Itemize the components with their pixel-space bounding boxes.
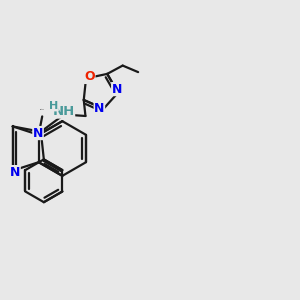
Text: N: N <box>33 127 43 140</box>
Text: H: H <box>49 101 58 111</box>
Text: N: N <box>94 102 105 115</box>
Text: methyl: methyl <box>40 109 45 110</box>
Text: N: N <box>112 82 122 96</box>
Text: NH: NH <box>52 105 75 118</box>
Text: N: N <box>10 166 20 178</box>
Text: O: O <box>84 70 95 83</box>
